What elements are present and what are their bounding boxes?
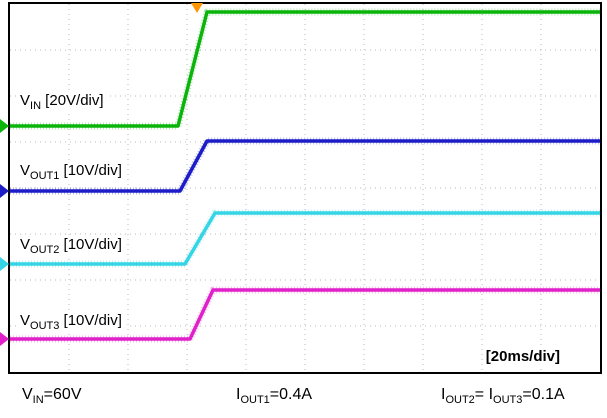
vout1-ground-marker-icon bbox=[0, 184, 9, 198]
scope-display: VIN [20V/div] VOUT1 [10V/div] VOUT2 [10V… bbox=[8, 2, 602, 374]
trace-label-vin: VIN [20V/div] bbox=[18, 92, 108, 113]
annotation-vin: VIN=60V bbox=[22, 386, 82, 407]
vout3-ground-marker-icon bbox=[0, 332, 9, 346]
trace-vout1 bbox=[10, 139, 600, 193]
trace-label-text: V bbox=[20, 312, 31, 329]
trace-vin bbox=[10, 10, 600, 128]
trace-label-text: V bbox=[20, 236, 31, 253]
annotation-iout2-iout3: IOUT2= IOUT3=0.1A bbox=[441, 386, 565, 407]
trace-label-text: V bbox=[20, 162, 31, 179]
vin-ground-marker-icon bbox=[0, 119, 9, 133]
trace-vout2 bbox=[10, 211, 600, 266]
timebase-label: [20ms/div] bbox=[483, 348, 562, 365]
waveform-plot bbox=[10, 4, 600, 372]
trace-label-vout2: VOUT2 [10V/div] bbox=[18, 236, 126, 257]
trigger-marker-icon bbox=[191, 3, 203, 13]
trace-label-vout3: VOUT3 [10V/div] bbox=[18, 312, 126, 333]
trace-vout3 bbox=[10, 288, 600, 341]
trace-label-text: V bbox=[20, 92, 31, 109]
annotation-iout1: IOUT1=0.4A bbox=[236, 386, 313, 407]
footer-annotations: VIN=60V IOUT1=0.4A IOUT2= IOUT3=0.1A bbox=[0, 386, 607, 416]
vout2-ground-marker-icon bbox=[0, 257, 9, 271]
trace-label-vout1: VOUT1 [10V/div] bbox=[18, 162, 126, 183]
